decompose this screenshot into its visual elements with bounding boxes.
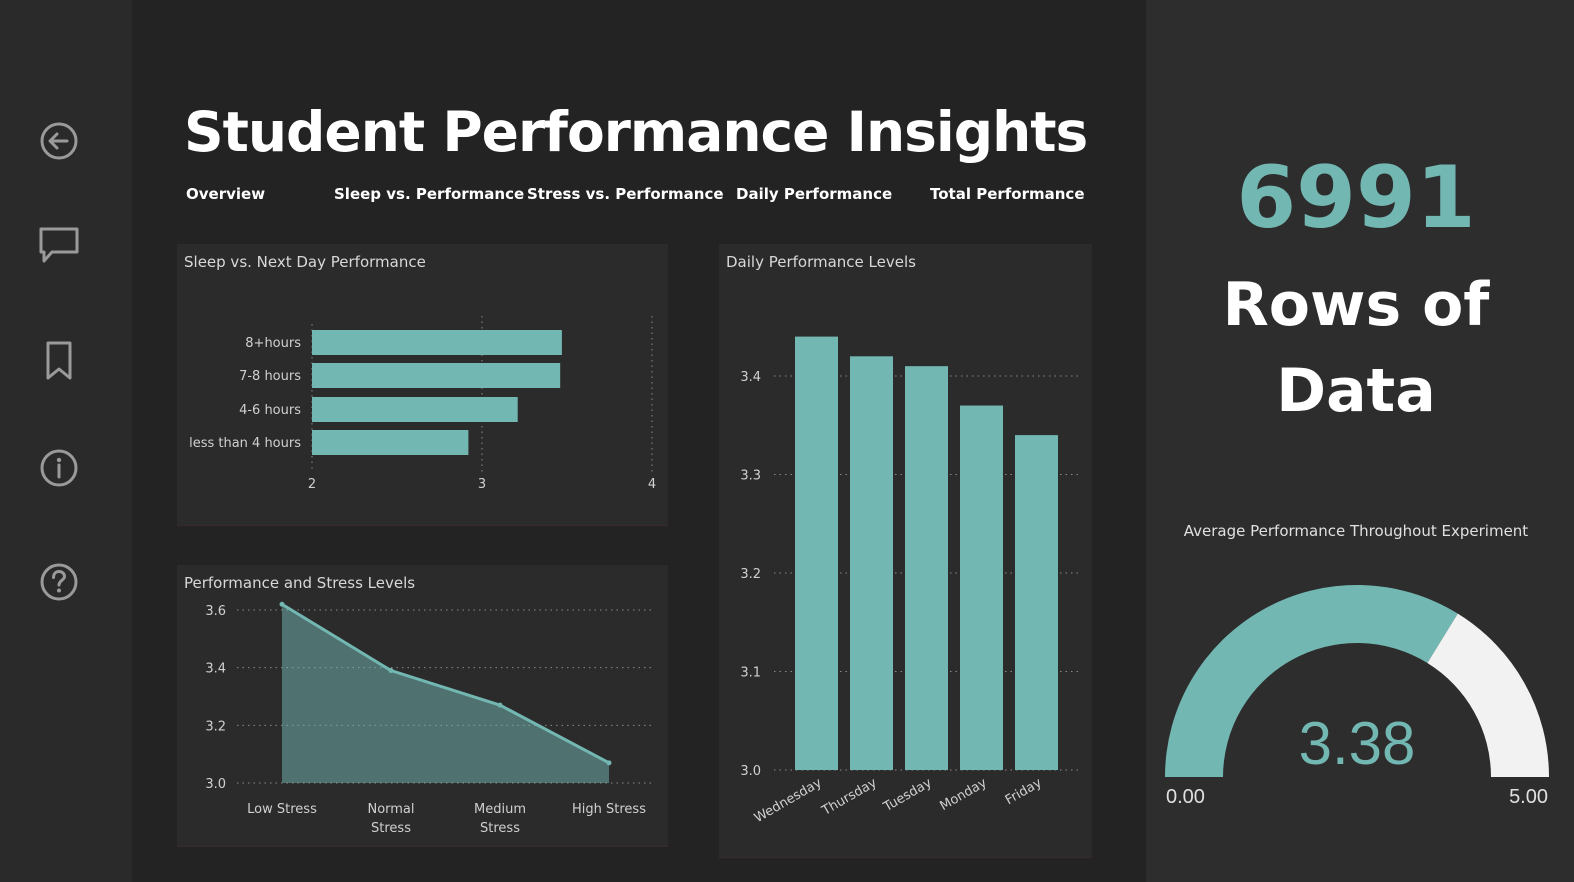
stress-area xyxy=(282,604,609,783)
performance-gauge[interactable]: 3.38 0.00 5.00 xyxy=(1146,0,1574,882)
row-count-label-line1: Rows of xyxy=(1222,270,1490,340)
bookmark-button[interactable] xyxy=(38,340,80,382)
tab-total-performance[interactable]: Total Performance xyxy=(930,185,1085,203)
stress-chart-card[interactable]: Performance and Stress Levels 3.6 3.4 3.2 3… xyxy=(177,565,668,847)
tab-sleep-vs-performance[interactable]: Sleep vs. Performance xyxy=(334,185,525,203)
y-tick-label: 3.1 xyxy=(740,666,761,681)
tab-overview[interactable]: Overview xyxy=(186,185,266,203)
info-icon xyxy=(40,449,78,487)
y-tick-label: 3.0 xyxy=(740,764,761,779)
stress-point[interactable] xyxy=(388,668,394,674)
info-button[interactable] xyxy=(38,447,80,489)
x-tick-label: 2 xyxy=(308,477,316,492)
category-label: Medium Stress xyxy=(474,802,526,836)
day-bar[interactable] xyxy=(795,336,838,770)
category-label: Thursday xyxy=(819,775,880,819)
row-count-value: 6991 xyxy=(1236,148,1476,248)
day-bar[interactable] xyxy=(905,366,948,770)
category-label: Friday xyxy=(1003,775,1045,808)
gauge-value-arc xyxy=(1165,585,1458,777)
gauge-remainder-arc xyxy=(1427,613,1549,777)
category-label: less than 4 hours xyxy=(189,436,301,451)
category-label: Monday xyxy=(938,775,990,814)
stress-line[interactable] xyxy=(281,602,610,765)
category-label: Wednesday xyxy=(752,775,825,826)
x-tick-label: 3 xyxy=(478,477,486,492)
report-canvas: Student Performance Insights Overview Sl… xyxy=(132,0,1146,882)
gauge-min-label: 0.00 xyxy=(1166,786,1205,808)
y-tick-label: 3.0 xyxy=(205,777,226,792)
gauge-title: Average Performance Throughout Experimen… xyxy=(1183,522,1529,540)
y-tick-label: 3.2 xyxy=(205,719,226,734)
row-count-label: Rows of Data xyxy=(1146,262,1566,434)
x-tick-label: 4 xyxy=(648,477,656,492)
category-label: 7-8 hours xyxy=(239,369,301,384)
kpi-panel: 6991 Rows of Data Average Performance Th… xyxy=(1146,0,1574,882)
sleep-bar[interactable] xyxy=(312,330,562,355)
page-title: Student Performance Insights xyxy=(184,100,1088,164)
stress-point[interactable] xyxy=(606,760,612,766)
day-bar[interactable] xyxy=(850,356,893,770)
comment-button[interactable] xyxy=(38,224,80,266)
category-label: High Stress xyxy=(572,802,646,817)
gauge-value: 3.38 xyxy=(1299,710,1416,777)
sleep-bar[interactable] xyxy=(312,397,518,422)
daily-chart-card[interactable]: Daily Performance Levels 3.4 3.3 3.2 3.1 3.0… xyxy=(719,244,1092,858)
help-icon xyxy=(40,563,78,601)
gauge-max-label: 5.00 xyxy=(1509,786,1548,808)
day-bar[interactable] xyxy=(960,405,1003,770)
y-tick-label: 3.2 xyxy=(740,567,761,582)
stress-chart-title: Performance and Stress Levels xyxy=(184,574,416,592)
y-tick-label: 3.6 xyxy=(205,604,226,619)
back-arrow-icon xyxy=(40,122,78,160)
y-tick-label: 3.3 xyxy=(740,469,761,484)
category-label: 8+hours xyxy=(245,336,301,351)
y-tick-label: 3.4 xyxy=(205,662,226,677)
bookmark-icon xyxy=(46,341,72,380)
tab-stress-vs-performance[interactable]: Stress vs. Performance xyxy=(527,185,724,203)
category-label: Tuesday xyxy=(880,775,934,815)
category-label: Low Stress xyxy=(247,802,317,817)
sleep-chart: 2 3 4 8+hours 7-8 hours 4-6 hours less than 4 … xyxy=(189,316,656,492)
back-button[interactable] xyxy=(38,120,80,162)
help-button[interactable] xyxy=(38,561,80,603)
stress-point[interactable] xyxy=(497,702,503,708)
comment-icon xyxy=(39,227,79,263)
sidebar xyxy=(0,0,132,882)
tab-daily-performance[interactable]: Daily Performance xyxy=(736,185,893,203)
stress-chart: 3.6 3.4 3.2 3.0 Low Stress Normal Stress Medium… xyxy=(205,601,652,836)
y-tick-label: 3.4 xyxy=(740,370,761,385)
sleep-chart-title: Sleep vs. Next Day Performance xyxy=(184,253,426,271)
stress-point[interactable] xyxy=(279,601,285,607)
category-label: Normal Stress xyxy=(367,802,414,836)
daily-chart-title: Daily Performance Levels xyxy=(726,253,916,271)
sleep-bar[interactable] xyxy=(312,430,469,455)
sleep-bar[interactable] xyxy=(312,363,561,388)
sleep-chart-card[interactable]: Sleep vs. Next Day Performance 2 3 4 8+hour… xyxy=(177,244,668,526)
day-bar[interactable] xyxy=(1015,435,1058,770)
row-count-label-line2: Data xyxy=(1276,356,1436,426)
category-label: 4-6 hours xyxy=(239,403,301,418)
